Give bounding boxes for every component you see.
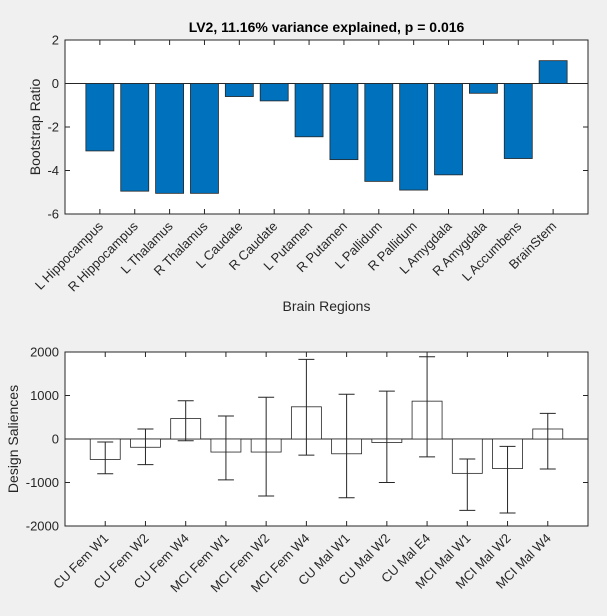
y-tick-label-4: 1000 (30, 388, 59, 403)
bar-10 (399, 83, 429, 191)
chart-title: LV2, 11.16% variance explained, p = 0.01… (189, 19, 465, 35)
y-tick-label-4: 0 (52, 76, 59, 91)
bar-1 (85, 83, 115, 152)
y-tick-label-2: -4 (47, 163, 59, 178)
bar-14 (538, 60, 568, 84)
bar-4 (190, 83, 219, 194)
y-tick-label-1: -2000 (26, 519, 59, 534)
bar-3 (155, 83, 185, 194)
x-axis-label: Brain Regions (283, 298, 371, 314)
y-tick-label-1: -6 (47, 207, 59, 222)
bar-5 (224, 83, 254, 97)
bar-9 (364, 83, 394, 182)
bar-8 (329, 83, 359, 161)
bar-6 (259, 83, 289, 102)
y-tick-label-5: 2 (52, 33, 59, 48)
bar-12 (468, 83, 498, 94)
y-axis-label: Design Saliences (5, 385, 21, 493)
y-tick-label-2: -1000 (26, 475, 59, 490)
plot-area (65, 40, 588, 214)
bar-13 (503, 83, 533, 159)
bar-11 (434, 83, 463, 176)
bar-2 (120, 83, 150, 192)
bar-7 (294, 83, 324, 138)
y-axis-label: Bootstrap Ratio (27, 79, 43, 176)
y-tick-label-3: 0 (52, 432, 59, 447)
y-tick-label-5: 2000 (30, 345, 59, 360)
y-tick-label-3: -2 (47, 120, 59, 135)
